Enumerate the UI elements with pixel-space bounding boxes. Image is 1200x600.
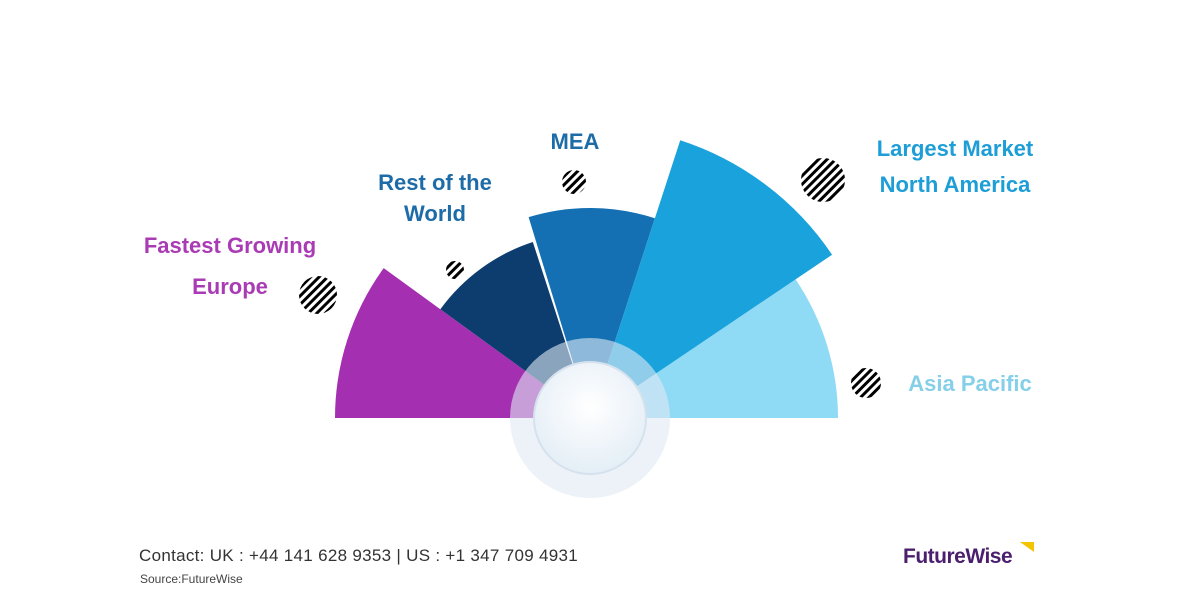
europe-name: Europe — [192, 274, 268, 299]
apac-dot-icon — [851, 368, 881, 398]
contact-info: Contact: UK : +44 141 628 9353 | US : +1… — [139, 546, 579, 565]
row-line1: Rest of the — [378, 170, 492, 195]
label-mea: MEA — [550, 129, 600, 154]
wedge-north-america — [590, 140, 833, 418]
na-dot-icon — [801, 158, 845, 202]
wedge-mea — [528, 208, 655, 418]
logo-flag-icon — [1020, 542, 1034, 552]
source-note: Source:FutureWise — [140, 572, 243, 586]
row-line2: World — [404, 201, 466, 226]
futurewise-logo: FutureWise — [903, 545, 1013, 568]
europe-tag: Fastest Growing — [143, 233, 317, 258]
na-name: North America — [879, 172, 1031, 197]
na-tag: Largest Market — [876, 136, 1034, 161]
europe-dot-icon — [299, 276, 337, 314]
label-europe: Fastest Growing Europe — [120, 230, 340, 302]
mea-dot-icon — [562, 170, 586, 194]
hub-circle — [533, 361, 647, 475]
label-asia-pacific: Asia Pacific — [908, 371, 1032, 396]
label-rest-of-world: Rest of the World — [355, 167, 515, 229]
label-north-america: Largest Market North America — [855, 133, 1055, 200]
row-dot-icon — [446, 261, 464, 279]
